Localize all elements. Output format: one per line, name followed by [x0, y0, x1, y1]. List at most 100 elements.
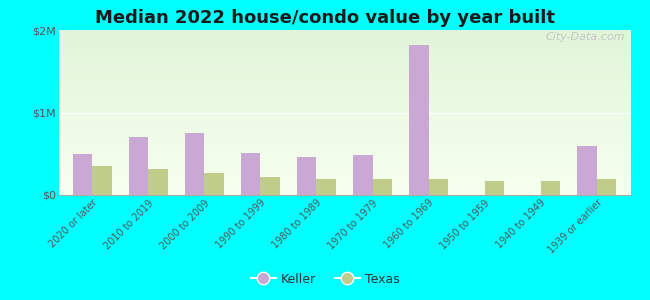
Bar [58, 131, 630, 132]
Bar [409, 45, 428, 195]
Bar [58, 40, 630, 41]
Bar [58, 185, 630, 187]
Bar [541, 182, 560, 195]
Bar [58, 60, 630, 61]
Bar [58, 137, 630, 139]
Bar [58, 157, 630, 159]
Bar [58, 76, 630, 78]
Bar [58, 73, 630, 74]
Bar [58, 175, 630, 177]
Bar [58, 81, 630, 83]
Bar [58, 86, 630, 88]
Bar [58, 89, 630, 91]
Bar [58, 132, 630, 134]
Bar [58, 78, 630, 80]
Bar [58, 58, 630, 60]
Bar [129, 137, 148, 195]
Bar [58, 144, 630, 146]
Bar [58, 98, 630, 99]
Bar [58, 96, 630, 98]
Bar [58, 192, 630, 193]
Bar [58, 56, 630, 58]
Bar [58, 121, 630, 122]
Text: City-Data.com: City-Data.com [545, 32, 625, 42]
Bar [58, 142, 630, 144]
Bar [58, 70, 630, 71]
Bar [92, 166, 112, 195]
Bar [148, 169, 168, 195]
Bar [58, 122, 630, 124]
Bar [58, 178, 630, 180]
Bar [297, 157, 317, 195]
Bar [58, 32, 630, 33]
Bar [58, 55, 630, 56]
Bar [317, 179, 336, 195]
Bar [485, 181, 504, 195]
Bar [58, 187, 630, 188]
Bar [58, 170, 630, 172]
Bar [58, 119, 630, 121]
Bar [73, 154, 92, 195]
Bar [58, 127, 630, 129]
Bar [58, 154, 630, 155]
Bar [58, 48, 630, 50]
Bar [58, 149, 630, 150]
Bar [58, 140, 630, 142]
Bar [58, 136, 630, 137]
Bar [428, 179, 448, 195]
Bar [58, 134, 630, 136]
Bar [58, 43, 630, 45]
Bar [58, 41, 630, 43]
Bar [261, 177, 280, 195]
Legend: Keller, Texas: Keller, Texas [246, 268, 404, 291]
Bar [58, 172, 630, 173]
Bar [58, 91, 630, 93]
Bar [185, 133, 204, 195]
Bar [58, 74, 630, 76]
Bar [58, 50, 630, 51]
Bar [58, 103, 630, 104]
Bar [58, 162, 630, 164]
Bar [58, 193, 630, 195]
Bar [58, 45, 630, 46]
Bar [58, 190, 630, 192]
Bar [577, 146, 597, 195]
Bar [58, 99, 630, 101]
Bar [58, 33, 630, 35]
Bar [58, 150, 630, 152]
Bar [58, 94, 630, 96]
Bar [58, 53, 630, 55]
Bar [58, 139, 630, 140]
Bar [58, 169, 630, 170]
Bar [58, 88, 630, 89]
Bar [58, 93, 630, 94]
Bar [58, 111, 630, 112]
Bar [58, 159, 630, 160]
Bar [58, 107, 630, 109]
Bar [58, 51, 630, 53]
Bar [58, 85, 630, 86]
Bar [58, 173, 630, 175]
Bar [58, 167, 630, 169]
Bar [58, 104, 630, 106]
Bar [58, 63, 630, 64]
Bar [58, 152, 630, 154]
Bar [58, 68, 630, 70]
Bar [58, 124, 630, 126]
Bar [58, 184, 630, 185]
Bar [58, 38, 630, 40]
Text: Median 2022 house/condo value by year built: Median 2022 house/condo value by year bu… [95, 9, 555, 27]
Bar [58, 160, 630, 162]
Bar [372, 179, 392, 195]
Bar [58, 147, 630, 149]
Bar [58, 126, 630, 127]
Bar [58, 112, 630, 114]
Bar [58, 182, 630, 183]
Bar [353, 154, 372, 195]
Bar [58, 106, 630, 108]
Bar [58, 155, 630, 157]
Bar [58, 101, 630, 103]
Bar [58, 188, 630, 190]
Bar [597, 178, 616, 195]
Bar [58, 66, 630, 68]
